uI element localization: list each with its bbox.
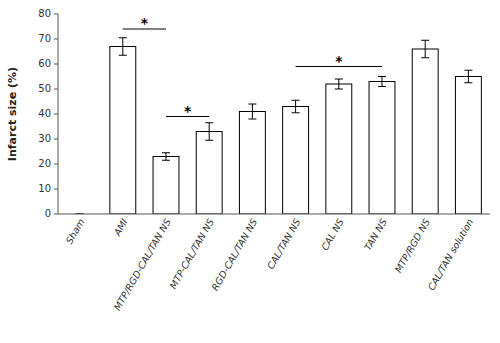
error-cap: [292, 100, 300, 101]
y-tick-label: 10: [38, 183, 51, 194]
error-bar: [162, 153, 170, 161]
y-tick: [54, 89, 58, 90]
x-tick-label: AMI: [111, 217, 130, 239]
y-tick: [54, 64, 58, 65]
error-cap: [378, 86, 386, 87]
error-bar: [335, 79, 343, 89]
y-tick-label: 0: [45, 208, 51, 219]
y-tick: [54, 164, 58, 165]
error-line: [209, 123, 210, 141]
y-tick-label: 50: [38, 83, 51, 94]
x-tick-label: Sham: [63, 217, 86, 246]
x-tick-label: CAL/TAN solution: [425, 217, 475, 292]
error-cap: [464, 70, 472, 71]
error-bar: [421, 40, 429, 58]
bar: [110, 47, 136, 215]
x-tick-label: MTP-CAL/TAN NS: [167, 217, 216, 291]
y-axis-label: Infarct size (%): [6, 67, 19, 161]
error-cap: [248, 119, 256, 120]
chart-container: 0 10 20 30 40 50 60 70 80 Infarct size (%) Sham AMI…: [0, 0, 500, 343]
y-tick: [54, 39, 58, 40]
error-cap: [248, 104, 256, 105]
significance-label: *: [141, 15, 149, 31]
error-bar: [464, 70, 472, 83]
x-axis-line: [58, 214, 490, 215]
chart-svg: 0 10 20 30 40 50 60 70 80 Infarct size (%) Sham AMI…: [0, 0, 500, 343]
y-tick-label: 80: [38, 8, 51, 19]
y-tick: [54, 214, 58, 215]
error-line: [338, 79, 339, 89]
error-cap: [162, 160, 170, 161]
y-tick: [54, 14, 58, 15]
y-tick-label: 20: [38, 158, 51, 169]
y-tick-label: 60: [38, 58, 51, 69]
bar: [326, 84, 352, 214]
error-cap: [378, 76, 386, 77]
error-cap: [335, 89, 343, 90]
significance-label: *: [335, 53, 343, 69]
bar: [369, 82, 395, 215]
significance-label: *: [184, 103, 192, 119]
error-cap: [205, 140, 213, 141]
error-bar: [205, 123, 213, 141]
error-line: [382, 77, 383, 87]
error-cap: [162, 152, 170, 153]
x-tick-label: CAL NS: [319, 217, 346, 252]
plot-area: [76, 38, 482, 214]
y-axis-line: [58, 14, 59, 214]
error-cap: [292, 112, 300, 113]
error-cap: [421, 57, 429, 58]
error-line: [166, 153, 167, 161]
y-tick-label: 40: [38, 108, 51, 119]
error-cap: [421, 40, 429, 41]
x-tick-label: CAL/TAN NS: [265, 217, 303, 271]
error-line: [425, 40, 426, 58]
error-line: [252, 104, 253, 119]
error-cap: [464, 82, 472, 83]
error-cap: [119, 37, 127, 38]
x-axis: Sham AMIMTP/RGD-CAL/TAN NSMTP-CAL/TAN NSR…: [63, 217, 475, 313]
error-bar: [248, 104, 256, 119]
bar: [153, 157, 179, 215]
y-axis: 0 10 20 30 40 50 60 70 80: [38, 8, 58, 219]
error-cap: [335, 79, 343, 80]
y-tick-label: 30: [38, 133, 51, 144]
x-tick-label: RGD-CAL/TAN NS: [209, 217, 259, 293]
y-tick: [54, 114, 58, 115]
error-line: [468, 70, 469, 83]
error-line: [122, 38, 123, 56]
y-tick-label: 70: [38, 33, 51, 44]
bar: [239, 112, 265, 215]
error-bar: [292, 100, 300, 113]
bar: [283, 107, 309, 215]
bar: [196, 132, 222, 215]
error-cap: [119, 55, 127, 56]
annotations: * * *: [123, 15, 382, 119]
error-line: [295, 100, 296, 113]
error-bar: [378, 77, 386, 87]
y-tick: [54, 189, 58, 190]
x-tick-label: TAN NS: [362, 217, 389, 253]
x-tick-label: MTP/RGD NS: [392, 217, 432, 275]
bar: [412, 49, 438, 214]
bar: [455, 77, 481, 215]
error-cap: [205, 122, 213, 123]
error-bar: [119, 38, 127, 56]
y-tick: [54, 139, 58, 140]
x-tick-label: MTP/RGD-CAL/TAN NS: [111, 217, 173, 313]
